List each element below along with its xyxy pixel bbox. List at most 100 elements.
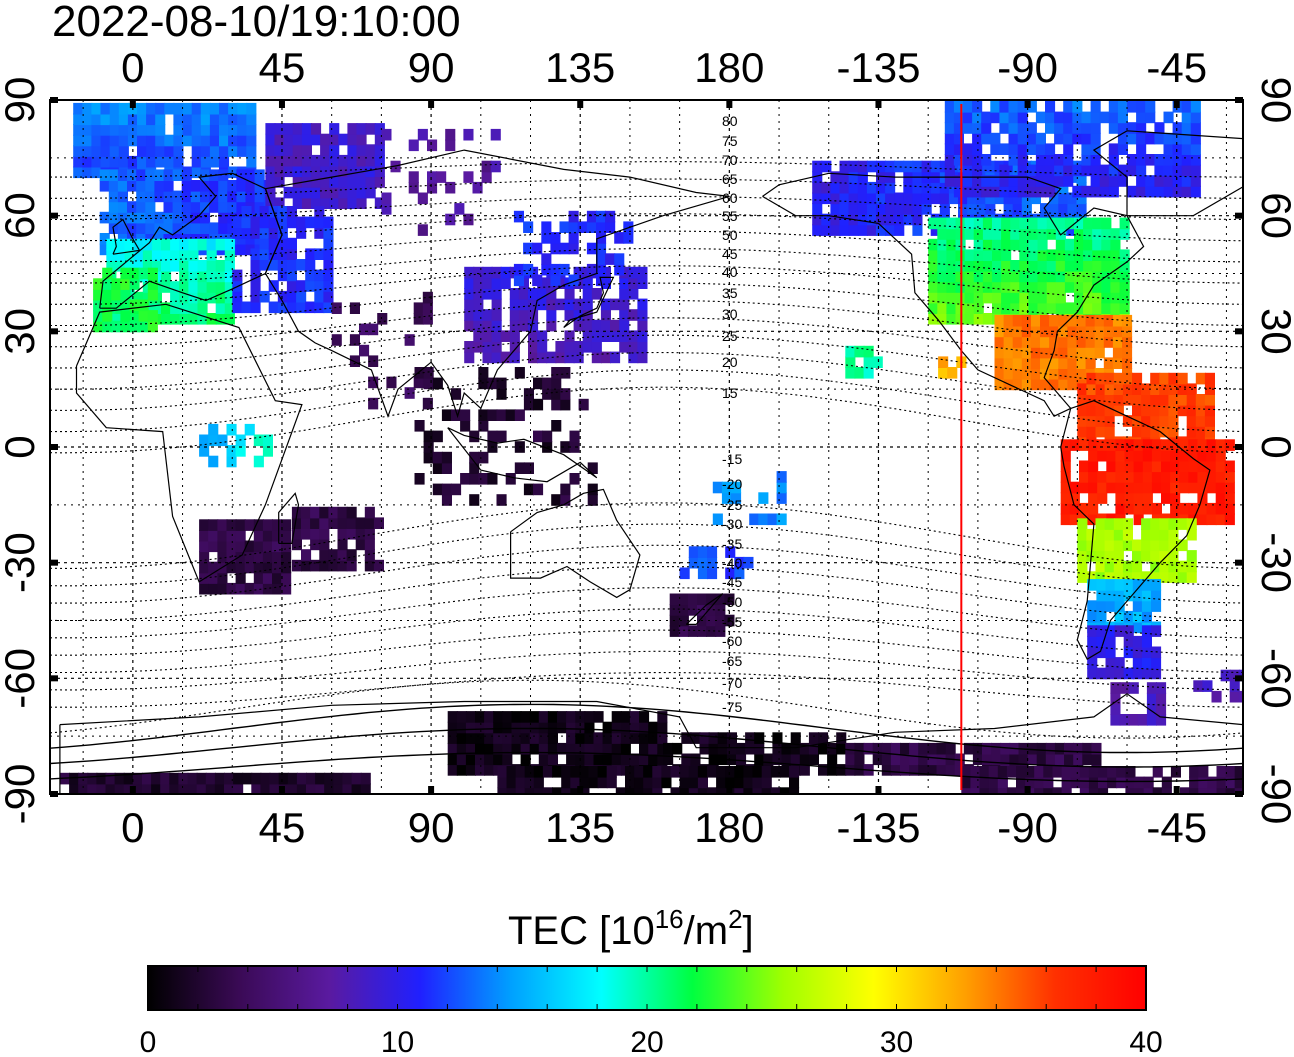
tec-cell [928,217,939,230]
contour-label: -45 [722,574,742,590]
tec-cell [259,259,270,271]
tec-cell [772,742,783,755]
tec-cell [821,181,832,194]
tec-cell [725,546,736,558]
tec-cell [513,263,524,276]
tec-cell [1096,667,1107,680]
tec-cell [1001,228,1012,240]
tec-cell [356,133,367,146]
tec-cell [1021,368,1032,380]
tec-cell [845,356,856,368]
bottom-lon-tick: -45 [1146,804,1207,851]
tec-cell [643,766,654,778]
tec-cell [894,213,905,226]
tec-cell [301,517,312,529]
tec-cell [1082,742,1093,755]
tec-cell [872,753,883,766]
tec-cell [1076,346,1087,359]
tec-cell [296,772,307,785]
tec-cell [381,203,392,215]
tec-cell [1076,368,1087,380]
tec-cell [918,764,929,776]
tec-cell [1145,175,1156,187]
tec-cell [235,551,246,563]
tec-cell [287,772,298,785]
tec-cell [491,277,502,289]
tec-cell [1092,249,1103,261]
tec-cell [246,145,257,157]
tec-cell [1019,281,1030,293]
tec-cell [876,171,887,183]
tec-cell [1017,143,1028,155]
tec-cell [188,302,199,314]
tec-cell [151,249,162,261]
tec-cell [1108,164,1119,177]
tec-cell [839,203,850,215]
tec-cell [1069,513,1080,526]
tec-cell [205,772,216,785]
tec-cell [311,186,322,199]
tec-cell [944,164,955,177]
tec-cell [475,711,486,723]
tec-cell [789,787,800,794]
tec-cell [533,483,544,496]
tec-cell [1117,101,1128,113]
tec-cell [1168,518,1179,530]
tec-cell [460,409,471,421]
tec-cell [1117,132,1128,145]
tec-cell [205,783,216,794]
tec-cell [542,766,553,778]
tec-cell [219,145,230,157]
tec-cell [1012,368,1023,380]
tec-cell [1151,502,1162,515]
tec-cell [586,210,597,223]
tec-cell [1125,766,1136,778]
tec-cell [533,776,544,789]
bottom-lon-tick: 90 [408,804,455,851]
tec-cell [1142,439,1153,451]
tec-cell [1097,471,1108,483]
mlat-contour [50,161,1243,178]
tec-cell [912,192,923,205]
tec-cell [1133,471,1144,483]
tec-cell [845,753,856,766]
tec-cell [164,145,175,157]
tec-cell [137,113,148,126]
tec-cell [515,776,526,789]
tec-cell [469,430,480,443]
tec-cell [151,260,162,272]
tec-cell [569,473,580,485]
tec-cell [866,224,877,236]
tec-cell [1215,502,1226,515]
tec-cell [356,144,367,156]
tec-cell [329,197,340,209]
tec-cell [93,299,104,312]
tec-cell [1060,513,1071,526]
tec-cell [1086,394,1097,406]
tec-cell [529,742,540,755]
tec-cell [1058,346,1069,359]
tec-cell [191,124,202,136]
tec-cell [179,291,190,304]
tec-cell [259,237,270,250]
tec-cell [296,290,307,303]
tec-cell [964,270,975,283]
tec-cell [1040,314,1051,327]
tec-cell [1195,404,1206,417]
tec-cell [314,290,325,303]
tec-cell [475,753,486,766]
tec-cell [1177,394,1188,406]
tec-cell [994,325,1005,338]
tec-cell [1087,600,1098,612]
tec-cell [404,334,415,346]
tec-cell [972,122,983,134]
tec-cell [1079,439,1090,451]
tec-cell [422,313,433,325]
contour-label: -70 [722,675,742,691]
tec-cell [1008,122,1019,134]
tec-cell [469,451,480,464]
tec-cell [1090,175,1101,187]
tec-cell [349,334,360,346]
tec-cell [1186,415,1197,427]
bottom-lon-tick: -90 [997,804,1058,851]
